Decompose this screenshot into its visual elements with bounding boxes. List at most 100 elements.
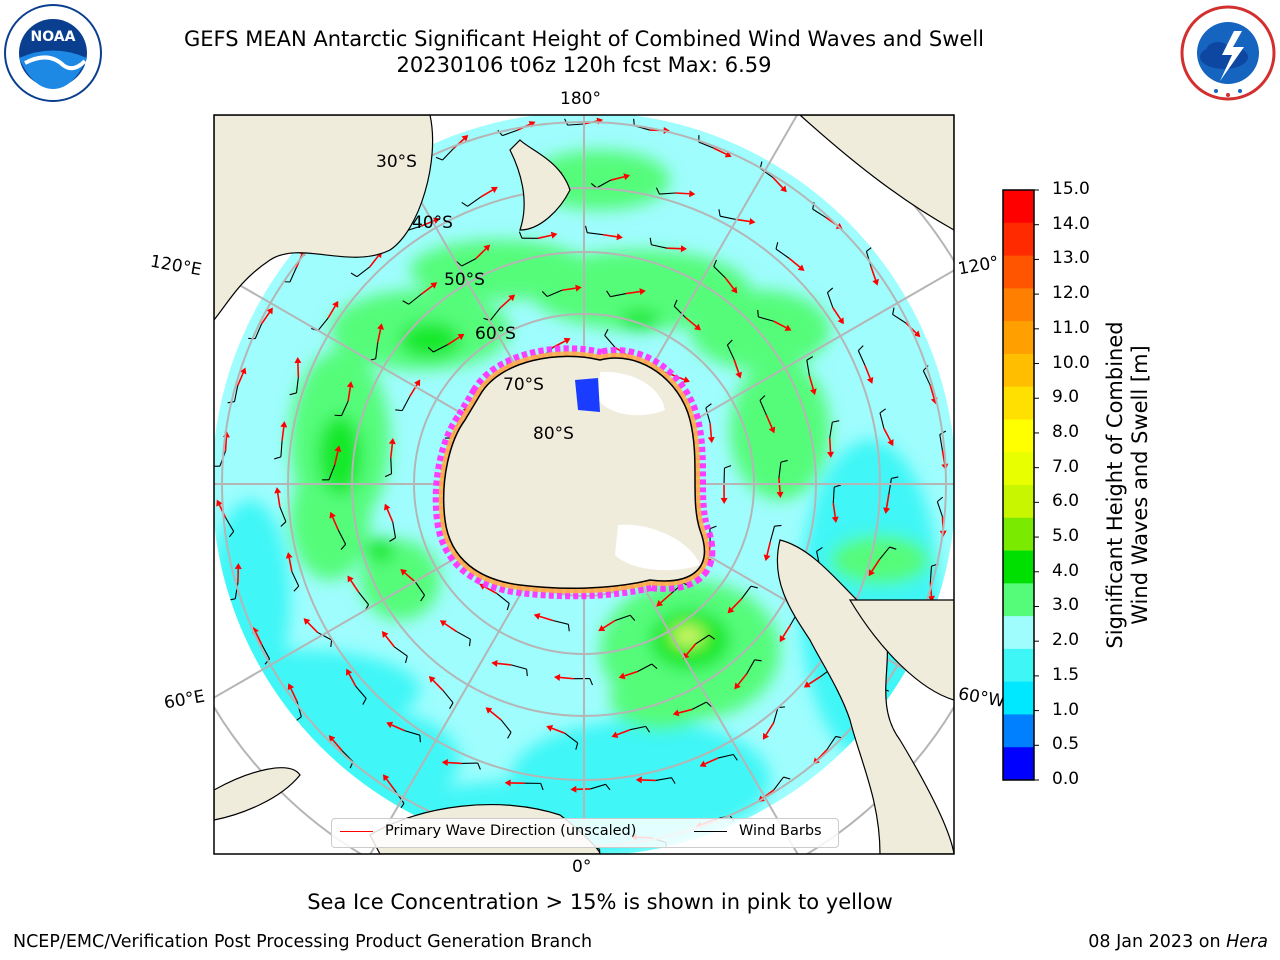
wave-direction-arrow	[832, 502, 837, 518]
wave-direction-arrowhead	[663, 126, 670, 134]
wave-direction-arrowhead	[639, 288, 646, 296]
wind-barb	[511, 664, 527, 670]
wave-direction-arrow	[350, 580, 360, 593]
wave-direction-arrow	[772, 177, 784, 189]
wave-direction-arrow	[260, 311, 271, 325]
wave-direction-arrow	[391, 724, 405, 732]
wave-direction-arrow	[666, 247, 681, 250]
wind-barb	[433, 344, 448, 353]
wind-barb	[500, 719, 512, 733]
wind-barb-feather	[629, 614, 636, 621]
wind-barb-feather	[427, 346, 434, 353]
wave-direction-arrow	[384, 635, 395, 648]
wave-direction-arrow	[709, 423, 713, 438]
wave-field-green	[610, 670, 710, 730]
wave-direction-arrow	[480, 189, 494, 198]
wave-direction-arrow	[290, 688, 298, 702]
wave-direction-arrowhead	[461, 134, 469, 142]
wind-barb	[812, 208, 827, 219]
wave-direction-arrowhead	[734, 682, 741, 690]
colorbar-tick-label: 1.5	[1052, 664, 1080, 685]
wind-barb-feather	[750, 585, 758, 589]
wave-direction-arrow	[766, 541, 772, 556]
wind-barb	[461, 258, 477, 267]
wave-direction-arrow	[404, 572, 416, 583]
wind-barb	[806, 360, 810, 376]
wave-direction-arrowhead	[546, 725, 554, 732]
map-frame	[213, 114, 955, 855]
wave-direction-arrow	[386, 508, 394, 523]
wave-direction-arrow	[929, 384, 935, 399]
wind-barb-feather	[274, 456, 282, 460]
wind-barb-feather	[589, 678, 593, 686]
wind-barb	[673, 305, 686, 318]
continent-land	[214, 115, 434, 321]
legend-barb-label: Wind Barbs	[739, 823, 822, 839]
wave-direction-arrow	[288, 557, 293, 572]
wave-direction-arrowhead	[689, 190, 696, 198]
wind-barb	[888, 478, 892, 495]
wind-barb-feather	[783, 776, 791, 780]
wind-barb	[317, 631, 332, 641]
wind-barb	[337, 529, 347, 545]
colorbar-tick-label: 0.0	[1052, 769, 1080, 789]
footer-date-text: 08 Jan 2023 on	[1088, 932, 1227, 952]
wave-direction-arrow	[733, 359, 740, 374]
wave-direction-arrowhead	[616, 233, 623, 241]
lat-label-30s: 30°S	[376, 152, 417, 172]
wave-direction-arrowhead	[266, 307, 273, 315]
wind-barb-feather	[289, 392, 297, 396]
wave-direction-arrowhead	[432, 217, 440, 224]
wave-direction-arrowhead	[735, 371, 742, 379]
legend-wave-direction: Primary Wave Direction (unscaled)	[340, 823, 636, 839]
wave-direction-arrow	[552, 340, 566, 349]
wave-direction-arrowhead	[550, 231, 558, 239]
wave-direction-arrowhead	[784, 324, 792, 331]
wind-barb-feather	[477, 762, 481, 770]
wind-barb-feather	[708, 634, 716, 640]
wind-barb	[655, 777, 672, 781]
wave-direction-arrowhead	[382, 774, 390, 782]
wind-barb	[401, 396, 411, 411]
colorbar-band	[1003, 517, 1034, 552]
wind-barb-feather	[705, 403, 712, 409]
wave-direction-arrowhead	[611, 731, 619, 739]
wind-barb	[467, 196, 481, 207]
wind-barb	[832, 487, 835, 504]
colorbar-tick-label: 12.0	[1052, 283, 1090, 304]
wind-barb	[746, 659, 756, 675]
wave-direction-arrow	[871, 559, 881, 572]
lat-label-70s: 70°S	[503, 375, 544, 395]
wind-barb-feather	[507, 732, 512, 739]
wave-direction-arrow	[348, 673, 357, 687]
wave-field-green-strong	[318, 415, 362, 495]
wave-direction-arrowhead	[528, 121, 536, 128]
wave-direction-arrowhead	[441, 759, 448, 767]
wind-barb-feather	[293, 585, 300, 592]
wave-direction-arrow	[832, 307, 842, 320]
wave-direction-arrowhead	[623, 173, 631, 181]
wave-direction-arrowhead	[483, 244, 491, 252]
wave-direction-arrowhead	[491, 659, 498, 667]
wind-barb	[456, 630, 471, 640]
ice-shelf-weddell	[615, 524, 700, 571]
wind-barb	[358, 591, 369, 605]
colorbar-band	[1003, 419, 1034, 453]
wave-direction-arrow	[224, 437, 228, 452]
wave-direction-arrow	[327, 305, 336, 319]
wind-barb-feather	[419, 735, 421, 743]
wave-direction-arrow	[610, 175, 625, 181]
wave-direction-arrow	[559, 676, 574, 680]
wave-direction-arrowhead	[439, 620, 447, 627]
map-legend: Primary Wave Direction (unscaled) Wind B…	[331, 818, 839, 848]
wave-direction-arrowhead	[720, 497, 728, 504]
wave-direction-arrowhead	[762, 732, 770, 740]
wave-direction-arrowhead	[724, 151, 732, 158]
wind-barb-feather	[705, 701, 712, 708]
wind-barb-feather	[567, 624, 570, 632]
wave-direction-arrowhead	[749, 217, 756, 225]
wave-direction-arrowhead	[683, 376, 690, 383]
wave-direction-arrowhead	[618, 672, 626, 680]
wave-direction-arrow	[389, 443, 394, 458]
colorbar-tick-label: 6.0	[1052, 491, 1080, 512]
